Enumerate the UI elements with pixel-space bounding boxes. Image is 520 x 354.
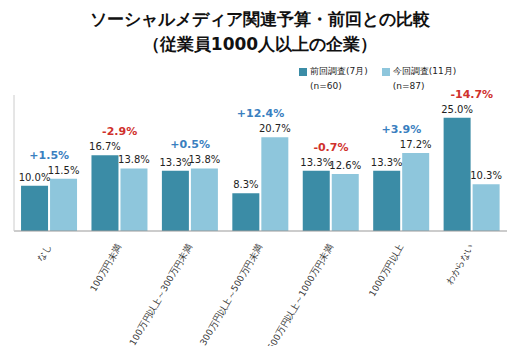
svg-text:12.6%: 12.6% [329, 160, 361, 171]
svg-text:13.3%: 13.3% [160, 157, 192, 168]
html-text:今回調査(11月): 今回調査(11月) [392, 66, 457, 76]
svg-text:13.8%: 13.8% [189, 154, 221, 165]
svg-text:13.3%: 13.3% [371, 157, 403, 168]
svg-text:+12.4%: +12.4% [237, 107, 284, 120]
svg-text:100万円未満: 100万円未満 [88, 242, 123, 293]
svg-text:-2.9%: -2.9% [102, 125, 137, 138]
svg-text:17.2%: 17.2% [400, 139, 432, 150]
svg-text:20.7%: 20.7% [259, 123, 291, 134]
svg-text:なし: なし [35, 242, 53, 263]
html-text:ソーシャルメディア関連予算・前回との比較: ソーシャルメディア関連予算・前回との比較 [90, 9, 430, 29]
svg-text:わからない: わからない [445, 242, 476, 286]
html-text:(n=87): (n=87) [392, 81, 425, 91]
svg-text:1000万円以上: 1000万円以上 [367, 242, 405, 298]
html-text:（従業員1000人以上の企業）: （従業員1000人以上の企業） [142, 34, 378, 54]
svg-text:-0.7%: -0.7% [313, 141, 348, 154]
svg-text:10.0%: 10.0% [19, 172, 51, 183]
svg-text:500万円以上～1000万円未満: 500万円以上～1000万円未満 [266, 242, 335, 346]
svg-text:-14.7%: -14.7% [450, 88, 493, 101]
svg-text:8.3%: 8.3% [233, 179, 258, 190]
svg-text:10.3%: 10.3% [470, 170, 502, 181]
svg-text:+1.5%: +1.5% [29, 149, 69, 162]
svg-text:25.0%: 25.0% [441, 104, 473, 115]
svg-text:13.3%: 13.3% [300, 157, 332, 168]
svg-text:300万円以上～500万円未満: 300万円以上～500万円未満 [198, 242, 264, 346]
svg-text:+3.9%: +3.9% [381, 123, 421, 136]
svg-text:13.8%: 13.8% [118, 154, 150, 165]
html-text:前回調査(7月): 前回調査(7月) [310, 66, 368, 76]
svg-text:100万円以上～300万円未満: 100万円以上～300万円未満 [128, 242, 194, 346]
html-text:(n=60): (n=60) [310, 81, 342, 91]
svg-text:+0.5%: +0.5% [170, 138, 210, 151]
svg-text:16.7%: 16.7% [89, 141, 121, 152]
svg-text:11.5%: 11.5% [48, 165, 80, 176]
